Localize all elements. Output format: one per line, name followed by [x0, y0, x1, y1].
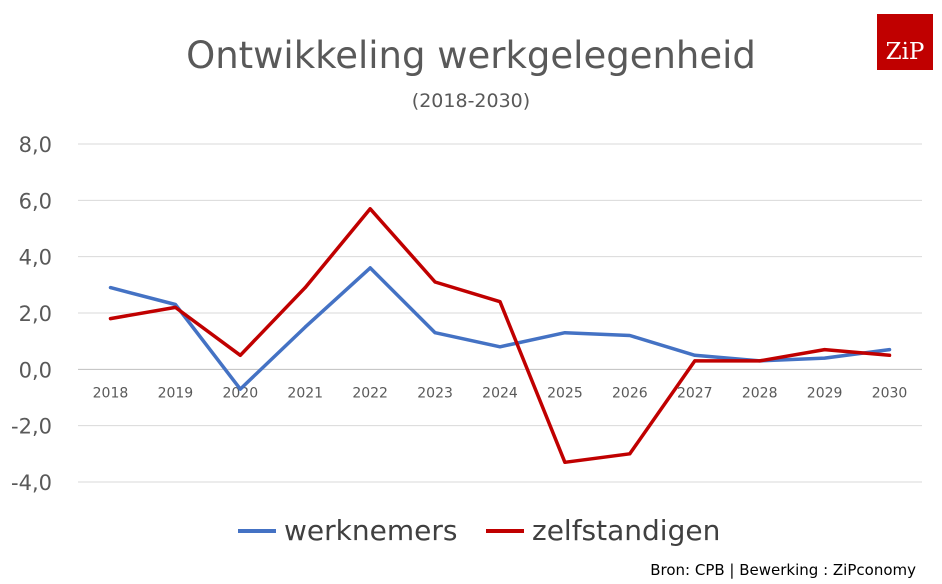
data-point-zelfstandigen [563, 460, 567, 464]
x-tick-label: 2018 [93, 385, 129, 401]
legend-item-zelfstandigen: zelfstandigen [486, 514, 720, 547]
x-tick-label: 2024 [482, 385, 518, 401]
data-point-werknemers [823, 356, 827, 360]
source-note: Bron: CPB | Bewerking : ZiPconomy [650, 561, 916, 579]
data-point-werknemers [693, 353, 697, 357]
x-tick-label: 2022 [352, 385, 388, 401]
x-tick-label: 2027 [677, 385, 713, 401]
x-tick-label: 2029 [807, 385, 843, 401]
y-tick-label: 8,0 [19, 133, 52, 157]
data-point-werknemers [303, 325, 307, 329]
data-point-zelfstandigen [693, 359, 697, 363]
data-point-zelfstandigen [433, 280, 437, 284]
series-line-werknemers [108, 266, 892, 391]
data-point-zelfstandigen [303, 286, 307, 290]
data-point-zelfstandigen [368, 207, 372, 211]
data-point-werknemers [108, 286, 112, 290]
y-tick-label: -4,0 [11, 471, 52, 495]
data-point-werknemers [238, 387, 242, 391]
legend-label-werknemers: werknemers [284, 514, 458, 547]
data-point-zelfstandigen [173, 305, 177, 309]
data-point-zelfstandigen [758, 359, 762, 363]
data-point-werknemers [888, 348, 892, 352]
legend-swatch-werknemers [238, 528, 276, 533]
series-line-zelfstandigen [108, 207, 892, 465]
x-tick-label: 2025 [547, 385, 583, 401]
data-point-werknemers [563, 331, 567, 335]
data-point-zelfstandigen [108, 317, 112, 321]
legend-swatch-zelfstandigen [486, 528, 524, 533]
data-point-zelfstandigen [238, 353, 242, 357]
x-tick-label: 2019 [158, 385, 194, 401]
chart-subtitle: (2018-2030) [411, 90, 531, 112]
x-tick-label: 2028 [742, 385, 778, 401]
data-point-zelfstandigen [888, 353, 892, 357]
y-tick-label: 2,0 [19, 302, 52, 326]
y-tick-label: 6,0 [19, 189, 52, 213]
data-point-werknemers [498, 345, 502, 349]
data-point-zelfstandigen [823, 348, 827, 352]
y-tick-label: -2,0 [11, 415, 52, 439]
zip-logo: ZiP [877, 14, 933, 70]
x-tick-label: 2023 [417, 385, 453, 401]
x-tick-label: 2020 [222, 385, 258, 401]
data-point-werknemers [368, 266, 372, 270]
data-point-werknemers [173, 303, 177, 307]
y-tick-label: 0,0 [19, 358, 52, 382]
data-point-werknemers [433, 331, 437, 335]
legend-label-zelfstandigen: zelfstandigen [532, 514, 721, 547]
x-tick-label: 2021 [287, 385, 323, 401]
data-point-zelfstandigen [628, 452, 632, 456]
legend-item-werknemers: werknemers [238, 514, 457, 547]
chart-title: Ontwikkeling werkgelegenheid [186, 34, 756, 77]
x-tick-label: 2026 [612, 385, 648, 401]
x-tick-label: 2030 [872, 385, 908, 401]
y-tick-label: 4,0 [19, 246, 52, 270]
data-point-werknemers [628, 334, 632, 338]
data-point-zelfstandigen [498, 300, 502, 304]
